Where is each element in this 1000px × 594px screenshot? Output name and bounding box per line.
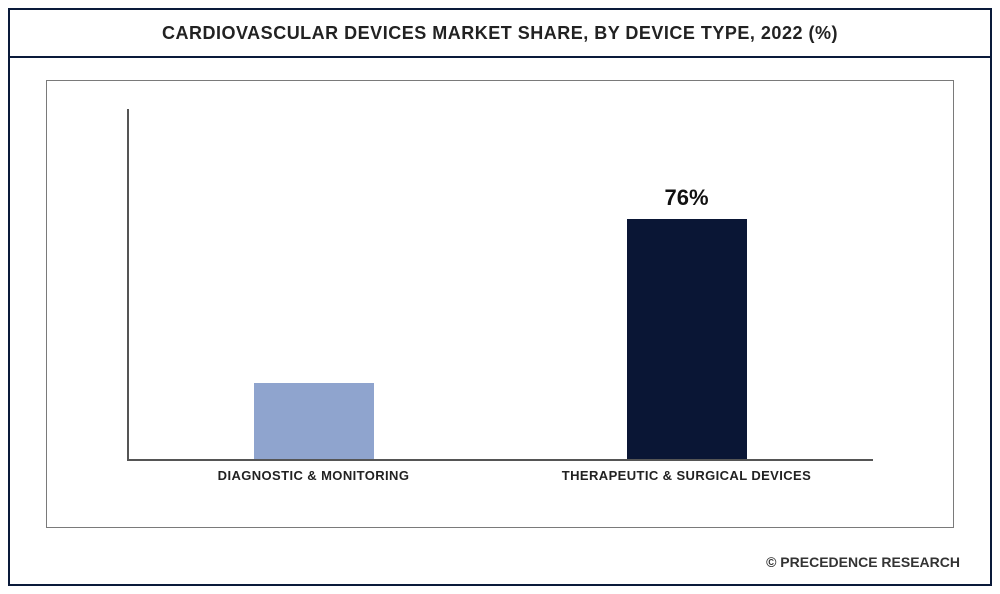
x-axis-line (127, 459, 873, 461)
plot-area: 76% (127, 109, 873, 461)
attribution-text: © PRECEDENCE RESEARCH (766, 554, 960, 570)
bar-value-label: 76% (664, 185, 708, 211)
chart-plot-border: 76% DIAGNOSTIC & MONITORING THERAPEUTIC … (46, 80, 954, 528)
category-label: DIAGNOSTIC & MONITORING (184, 467, 444, 513)
x-labels-row: DIAGNOSTIC & MONITORING THERAPEUTIC & SU… (127, 467, 873, 513)
title-bar: CARDIOVASCULAR DEVICES MARKET SHARE, BY … (10, 10, 990, 58)
category-label: THERAPEUTIC & SURGICAL DEVICES (557, 467, 817, 513)
bar-therapeutic (627, 219, 747, 459)
chart-frame: CARDIOVASCULAR DEVICES MARKET SHARE, BY … (8, 8, 992, 586)
bar-group-diagnostic (184, 349, 444, 459)
chart-title: CARDIOVASCULAR DEVICES MARKET SHARE, BY … (162, 23, 838, 44)
bar-diagnostic (254, 383, 374, 459)
bar-group-therapeutic: 76% (557, 185, 817, 459)
bars-container: 76% (127, 109, 873, 459)
